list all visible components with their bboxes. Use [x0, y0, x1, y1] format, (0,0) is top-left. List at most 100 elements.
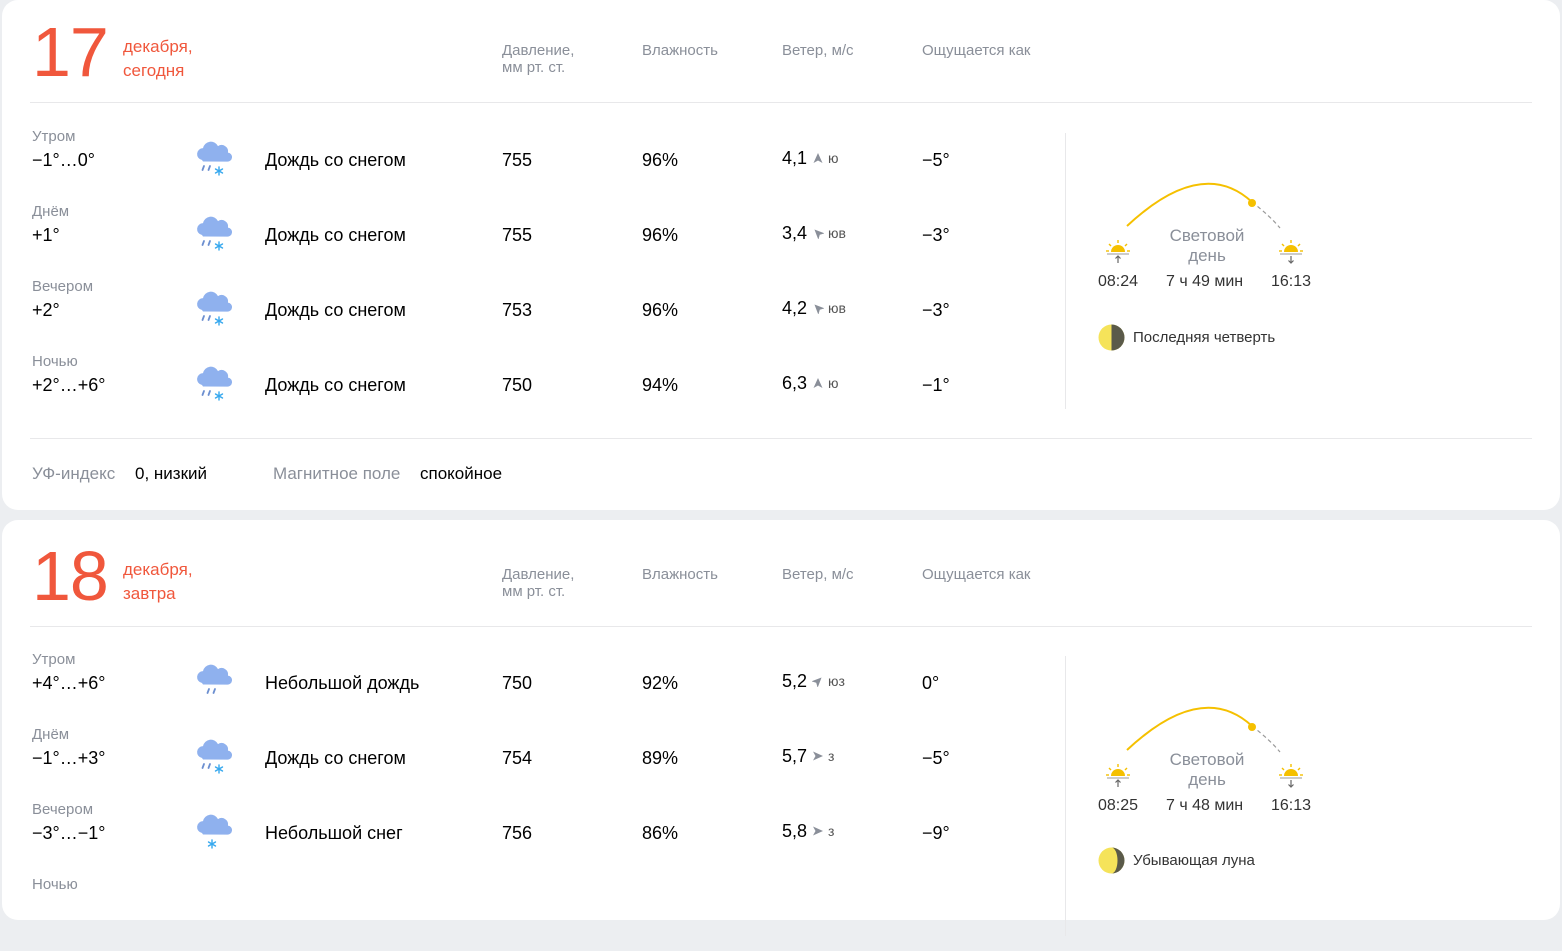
wind-direction-label: з	[828, 748, 835, 764]
temperature: +2°	[32, 300, 60, 320]
wind-direction-label: юв	[828, 300, 846, 316]
wind-direction-label: юв	[828, 225, 846, 241]
daylight-label-line2: день	[1188, 246, 1226, 265]
forecast-row: Вечером −3°…−1° Небольшой снег 756 86% 5,8 з −9…	[2, 801, 1560, 876]
daylight-duration: 7 ч 48 мин	[1166, 797, 1244, 814]
daylight-label: Световой день	[1152, 226, 1262, 266]
daylight-widget: Световой день 08:24 7 ч 49 мин 16:13	[1092, 176, 1322, 296]
sunset-icon	[1279, 240, 1303, 264]
magnetic-field-value: спокойное	[420, 464, 503, 483]
magnetic-field-label: Магнитное поле	[273, 464, 401, 483]
sunrise-icon	[1106, 764, 1130, 787]
moon-waning-icon	[1098, 847, 1125, 874]
feels-header: Ощущается как	[922, 566, 1031, 583]
wind-speed: 5,7	[782, 746, 808, 766]
moon-phase-label: Убывающая луна	[1133, 852, 1255, 869]
arrow-north-icon	[813, 378, 823, 388]
forecast-row: Ночью	[2, 876, 1560, 951]
header-divider	[30, 626, 1532, 627]
light-snow-icon	[197, 814, 233, 849]
month-label: декабря,	[123, 560, 193, 579]
rain-snow-icon	[197, 291, 233, 326]
temperature: +1°	[32, 225, 60, 245]
wind-direction-label: юз	[828, 673, 845, 689]
wind-direction-label: ю	[828, 375, 839, 391]
rain-snow-icon	[197, 216, 233, 251]
day-number: 18	[32, 537, 109, 615]
wind-header: Ветер, м/с	[782, 42, 854, 59]
pressure-value: 755	[502, 225, 533, 245]
arrow-east-icon	[813, 751, 823, 761]
day-part-label: Вечером	[32, 801, 94, 818]
arrow-north-icon	[813, 153, 823, 163]
condition-icon	[192, 736, 236, 780]
feels-like-value: −9°	[922, 823, 950, 843]
daylight-label-line2: день	[1188, 770, 1226, 789]
arrow-east-icon	[813, 826, 823, 836]
wind-header: Ветер, м/с	[782, 566, 854, 583]
pressure-header-line2: мм рт. ст.	[502, 59, 566, 76]
condition-icon	[192, 213, 236, 257]
humidity-value: 96%	[642, 300, 679, 320]
wind-direction: з	[812, 823, 834, 839]
humidity-value: 92%	[642, 673, 679, 693]
day-part-label: Утром	[32, 128, 76, 145]
humidity-value: 89%	[642, 748, 679, 768]
wind-direction: ю	[812, 150, 839, 166]
humidity-value: 96%	[642, 225, 679, 245]
humidity-value: 96%	[642, 150, 679, 170]
pressure-header: Давление, мм рт. ст.	[502, 566, 574, 600]
wind-direction: юв	[812, 300, 846, 316]
arrow-northwest-icon	[814, 229, 824, 239]
feels-like-value: −5°	[922, 150, 950, 170]
day-part-label: Ночью	[32, 353, 78, 370]
sun-arc-icon	[1126, 182, 1281, 229]
forecast-row: Днём −1°…+3° Дождь со снегом 754 89% 5,7 з −5°	[2, 726, 1560, 801]
pressure-header-line1: Давление,	[502, 42, 575, 59]
wind-direction: ю	[812, 375, 839, 391]
humidity-value: 86%	[642, 823, 679, 843]
uv-index-value: 0, низкий	[135, 464, 208, 483]
sunrise-icon	[1106, 240, 1130, 263]
forecast-row: Вечером +2° Дождь со снегом 753 96% 4,2 юв −3°	[2, 278, 1560, 353]
wind-direction: юз	[812, 673, 845, 689]
sunset-icon	[1279, 764, 1303, 788]
relative-day-label: завтра	[123, 584, 176, 603]
forecast-row: Днём +1° Дождь со снегом 755 96% 3,4 юв −3°	[2, 203, 1560, 278]
wind-speed: 4,1	[782, 148, 808, 168]
day-part-label: Вечером	[32, 278, 94, 295]
humidity-value: 94%	[642, 375, 679, 395]
forecast-row: Ночью +2°…+6° Дождь со снегом 750 94% 6,3 ю −1°	[2, 353, 1560, 428]
vertical-divider	[1065, 133, 1066, 409]
moon-phase-label: Последняя четверть	[1133, 329, 1276, 346]
condition-icon	[192, 138, 236, 182]
day-date-label: декабря, завтра	[123, 558, 193, 606]
condition-text: Небольшой дождь	[265, 673, 420, 693]
forecast-row: Утром −1°…0° Дождь со снегом 755 96% 4,1 ю −5°	[2, 128, 1560, 203]
feels-like-value: −5°	[922, 748, 950, 768]
temperature: +4°…+6°	[32, 673, 106, 693]
wind-speed: 5,8	[782, 821, 808, 841]
arrow-northeast-icon	[812, 677, 822, 687]
day-part-label: Ночью	[32, 876, 78, 893]
temperature: −1°…0°	[32, 150, 95, 170]
daylight-duration: 7 ч 49 мин	[1166, 273, 1244, 290]
relative-day-label: сегодня	[123, 61, 185, 80]
pressure-value: 753	[502, 300, 533, 320]
moon-phase: Последняя четверть	[1098, 324, 1275, 351]
moon-last-quarter-icon	[1098, 324, 1125, 351]
moon-phase: Убывающая луна	[1098, 847, 1255, 874]
rain-snow-icon	[197, 739, 233, 774]
footer-divider	[30, 438, 1532, 439]
wind-speed: 4,2	[782, 298, 808, 318]
condition-text: Дождь со снегом	[265, 225, 406, 245]
condition-icon	[192, 288, 236, 332]
feels-like-value: −3°	[922, 300, 950, 320]
feels-like-value: 0°	[922, 673, 940, 693]
day-part-label: Утром	[32, 651, 76, 668]
day-card-today: 17 декабря, сегодня Давление, мм рт. ст.…	[2, 0, 1560, 510]
sunset-time: 16:13	[1271, 273, 1312, 290]
temperature: −1°…+3°	[32, 748, 106, 768]
condition-text: Дождь со снегом	[265, 375, 406, 395]
day-part-label: Днём	[32, 726, 70, 743]
